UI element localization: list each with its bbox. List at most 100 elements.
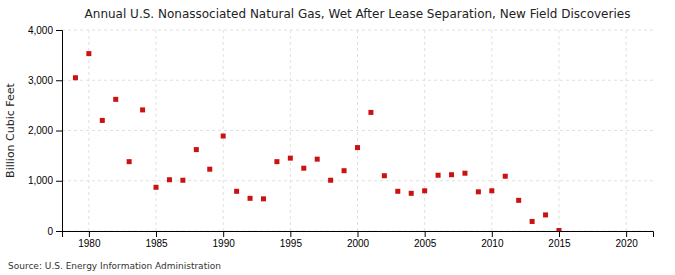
- x-tick: 2000: [347, 231, 370, 249]
- x-tick-mark: [425, 231, 426, 237]
- y-tick-mark: [56, 231, 62, 232]
- y-tick: 4,000: [28, 25, 62, 36]
- points: [73, 51, 562, 231]
- x-tick-label: 2010: [481, 238, 504, 249]
- y-tick-mark: [56, 131, 62, 132]
- point: [503, 174, 508, 179]
- y-tick-mark: [56, 80, 62, 81]
- grid-line-x: [424, 30, 425, 231]
- point: [127, 159, 132, 164]
- point: [113, 97, 118, 102]
- grid-line-x: [156, 30, 157, 231]
- point: [234, 189, 239, 194]
- y-tick-label: 0: [47, 226, 53, 237]
- point: [73, 75, 78, 80]
- point: [516, 198, 521, 203]
- x-tick-label: 1980: [78, 238, 101, 249]
- point: [154, 185, 159, 190]
- y-tick-label: 2,000: [28, 125, 53, 136]
- x-tick: 2015: [548, 231, 571, 249]
- x-tick-mark: [156, 231, 157, 237]
- point: [476, 189, 481, 194]
- point: [342, 168, 347, 173]
- point: [221, 134, 226, 139]
- point: [100, 118, 105, 123]
- point: [462, 171, 467, 176]
- y-tick-mark: [56, 181, 62, 182]
- grid-line-x: [88, 30, 89, 231]
- x-tick: 2020: [616, 231, 639, 249]
- chart: 1980 1985 1990 1995 2000 2005 2010 2015 2020 0 1,0…: [0, 0, 675, 275]
- point: [248, 196, 253, 201]
- grid-line-x: [223, 30, 224, 231]
- x-tick-mark: [290, 231, 291, 237]
- x-tick: 1990: [213, 231, 236, 249]
- y-tick-label: 1,000: [28, 175, 53, 186]
- x-tick-mark: [626, 231, 627, 237]
- point: [315, 157, 320, 162]
- grid-line-y: [62, 130, 653, 131]
- x-tick: 1995: [280, 231, 303, 249]
- point: [449, 172, 454, 177]
- grid: [62, 30, 653, 231]
- y-axis-line: [56, 31, 63, 232]
- y-tick: 1,000: [28, 175, 62, 186]
- x-tick: 1980: [78, 231, 101, 249]
- x-axis-line: [63, 232, 654, 238]
- point: [556, 228, 561, 231]
- source-annotation: Source: U.S. Energy Information Administ…: [8, 261, 221, 271]
- y-tick: 3,000: [28, 75, 62, 86]
- y-tick-label: 4,000: [28, 25, 53, 36]
- point: [261, 196, 266, 201]
- x-tick-label: 1990: [213, 238, 236, 249]
- x-tick-mark: [223, 231, 224, 237]
- point: [530, 219, 535, 224]
- point: [288, 156, 293, 161]
- point: [395, 189, 400, 194]
- grid-line-x: [626, 30, 627, 231]
- x-tick-label: 2000: [347, 238, 370, 249]
- x-tick-mark: [358, 231, 359, 237]
- point: [274, 159, 279, 164]
- y-tick-label: 3,000: [28, 75, 53, 86]
- point: [180, 178, 185, 183]
- x-tick-label: 2015: [548, 238, 571, 249]
- point: [543, 212, 548, 217]
- x-tick: 1985: [145, 231, 168, 249]
- point: [207, 167, 212, 172]
- point: [422, 188, 427, 193]
- point: [436, 173, 441, 178]
- point: [409, 191, 414, 196]
- y-tick-mark: [56, 30, 62, 31]
- point: [301, 166, 306, 171]
- point: [489, 188, 494, 193]
- point: [328, 178, 333, 183]
- grid-line-x: [357, 30, 358, 231]
- x-tick-mark: [89, 231, 90, 237]
- x-tick-mark: [492, 231, 493, 237]
- point: [368, 110, 373, 115]
- point: [382, 173, 387, 178]
- y-axis-title: Billion Cubic Feet: [4, 82, 17, 177]
- plot: 1980 1985 1990 1995 2000 2005 2010 2015 2020 0 1,0…: [28, 25, 654, 249]
- x-axis: 1980 1985 1990 1995 2000 2005 2010 2015 2020: [63, 231, 654, 249]
- y-axis: 0 1,000 2,000 3,000 4,000: [28, 25, 63, 237]
- x-tick-label: 1995: [280, 238, 303, 249]
- point: [140, 107, 145, 112]
- point: [86, 51, 91, 56]
- y-tick: 0: [47, 226, 62, 237]
- x-tick-label: 2020: [616, 238, 639, 249]
- grid-line-x: [290, 30, 291, 231]
- grid-line-x: [558, 30, 559, 231]
- x-tick: 2010: [481, 231, 504, 249]
- point: [194, 147, 199, 152]
- y-tick: 2,000: [28, 125, 62, 136]
- title: Annual U.S. Nonassociated Natural Gas, W…: [85, 7, 631, 21]
- x-tick: 2005: [414, 231, 437, 249]
- x-tick-label: 2005: [414, 238, 437, 249]
- x-tick-mark: [559, 231, 560, 237]
- x-tick-label: 1985: [145, 238, 168, 249]
- point: [355, 145, 360, 150]
- point: [167, 177, 172, 182]
- grid-line-x: [491, 30, 492, 231]
